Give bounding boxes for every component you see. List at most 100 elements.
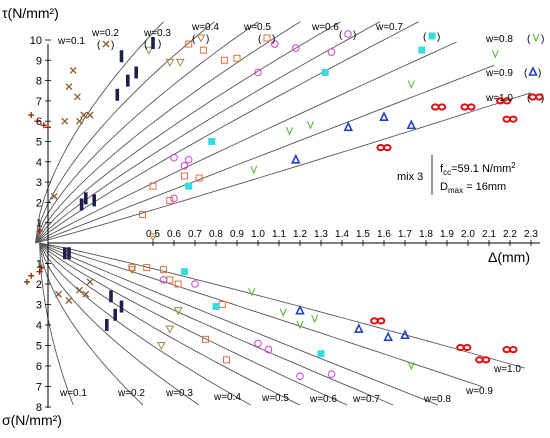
data-point-plus [38, 264, 45, 271]
data-point-square [199, 46, 207, 54]
tau-curve [35, 92, 532, 244]
sigma-tick-label: 8 [36, 402, 42, 414]
data-point-square [143, 264, 151, 272]
x-tick-label: 1.3 [314, 229, 328, 240]
data-point-v [279, 308, 287, 318]
data-point-plus [28, 272, 35, 279]
legend-paren-open: ( [144, 39, 148, 50]
data-point-x [76, 117, 83, 125]
sigma-tick-label: 4 [36, 320, 42, 332]
data-point-plus [28, 112, 35, 119]
data-point-x [86, 111, 94, 119]
x-tick-label: 1.1 [272, 229, 286, 240]
data-point-circle [170, 194, 178, 203]
data-point-square [218, 301, 226, 308]
curve-label-top: w=0.8 [485, 34, 513, 45]
data-point-square [166, 276, 174, 284]
x-tick-label: 2.2 [503, 229, 517, 240]
data-point-bar [113, 308, 117, 321]
curve-label-top: w=0.7 [375, 22, 403, 33]
legend-paren-open: ( [192, 34, 196, 45]
sigma-curve [39, 242, 74, 406]
data-point-square [185, 40, 193, 48]
data-point-bar [63, 247, 67, 260]
tau-tick-label: 5 [36, 137, 42, 149]
sigma-curve [39, 242, 200, 406]
data-point-x [50, 192, 58, 200]
data-point-filled_square [418, 46, 426, 54]
data-point-v [248, 287, 256, 297]
data-point-tri_down [196, 34, 206, 43]
data-point-square [195, 174, 203, 182]
data-point-tri_down [148, 233, 158, 242]
x-axis-label: Δ(mm) [488, 249, 530, 265]
curve-label-bottom: w=0.5 [261, 393, 289, 404]
data-point-bar [134, 66, 138, 79]
sigma-curve [39, 242, 525, 369]
data-point-tri_down [144, 46, 154, 55]
data-point-circle [327, 370, 336, 379]
legend-paren-open: ( [97, 40, 101, 51]
x-tick-label: 1.5 [356, 229, 370, 240]
data-point-plus [24, 278, 30, 285]
data-point-x [80, 111, 88, 119]
data-point-infinity [502, 346, 518, 354]
legend-paren-close: ) [538, 68, 541, 79]
tau-curve [34, 21, 215, 244]
curve-label-bottom: w=1.0 [493, 364, 521, 375]
legend-paren-close: ) [206, 34, 209, 45]
data-point-tri_down [175, 58, 185, 67]
data-point-v [296, 320, 304, 330]
data-point-infinity [460, 103, 476, 111]
tau-curve [34, 21, 259, 244]
data-point-tri_down [165, 58, 175, 67]
data-point-bar [126, 74, 130, 87]
data-point-square [220, 56, 228, 64]
data-point-square [174, 280, 182, 288]
data-point-delta [291, 153, 301, 164]
fcc-label: fcc=59.1 N/mm2 [440, 161, 516, 177]
data-point-infinity [496, 97, 512, 105]
data-point-circle [254, 68, 262, 77]
tau-curve [34, 21, 164, 244]
data-point-delta [383, 331, 393, 342]
y-axis-label-bottom: σ(N/mm²) [2, 412, 62, 428]
curve-label-bottom: w=0.4 [213, 392, 241, 403]
x-tick-label: 1.8 [419, 229, 433, 240]
tick-layer: 0.5 0.6 0.7 0.8 0.9 1.0 1.1 1.2 1.3 1.4 1.5 1.6 1.7 1… [30, 35, 539, 414]
data-point-x [102, 40, 110, 48]
sigma-curve [39, 242, 144, 406]
data-point-filled_square [208, 138, 216, 145]
data-point-circle [254, 339, 262, 348]
data-point-infinity [456, 343, 472, 352]
x-tick-label: 2.3 [524, 229, 538, 240]
sigma-curve [39, 242, 251, 406]
data-point-square [223, 356, 230, 364]
x-tick-label: 1.6 [377, 229, 391, 240]
data-point-x [76, 286, 83, 294]
data-point-delta [354, 323, 364, 333]
label-layer: w=0.1 w=0.2 w=0.3 w=0.4 w=0.5 w=0.6 w=0.7 w=0.8… [57, 22, 544, 405]
x-tick-label: 1.9 [440, 229, 454, 240]
curve-label-top: w=0.6 [311, 22, 339, 33]
data-point-x [69, 66, 77, 74]
curve-label-top: w=0.3 [143, 28, 171, 39]
data-point-delta [528, 66, 538, 76]
data-point-plus [45, 124, 51, 131]
data-point-filled_square [181, 268, 188, 276]
curve-label-bottom: w=0.6 [309, 394, 337, 405]
data-point-delta [379, 111, 389, 121]
mix-label: mix 3 [397, 171, 423, 183]
curve-label-bottom: w=0.2 [117, 388, 145, 399]
tau-curve [35, 21, 341, 244]
x-tick-label: 2.0 [461, 229, 475, 240]
data-point-infinity [528, 93, 544, 101]
legend-paren-open: ( [423, 32, 427, 43]
data-point-tri_down [157, 342, 166, 351]
legend-paren-open: ( [524, 68, 528, 79]
legend-paren-close: ) [353, 30, 356, 41]
tau-tick-label: 6 [36, 116, 42, 128]
data-point-circle [296, 372, 304, 381]
data-point-plus [36, 227, 43, 234]
curve-label-top: w=0.2 [91, 28, 119, 39]
